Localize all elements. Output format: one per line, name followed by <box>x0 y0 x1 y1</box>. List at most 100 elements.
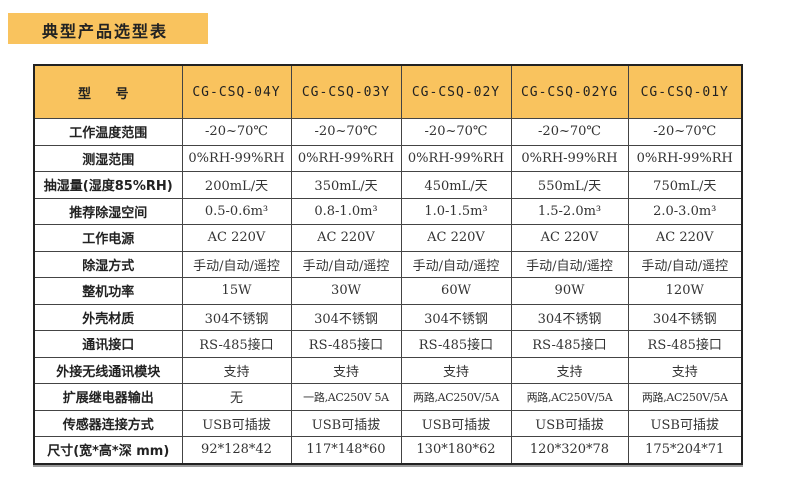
spec-cell: 手动/自动/遥控 <box>181 250 292 278</box>
spec-cell: -20~70℃ <box>510 118 629 146</box>
spec-cell: 两路,AC250V/5A <box>627 383 743 411</box>
spec-cell: 支持 <box>627 356 743 384</box>
spec-cell: -20~70℃ <box>181 118 292 146</box>
spec-cell: 手动/自动/遥控 <box>400 250 512 278</box>
spec-cell: 304不锈钢 <box>510 303 629 331</box>
spec-cell: AC 220V <box>181 224 292 252</box>
spec-cell: -20~70℃ <box>290 118 402 146</box>
spec-cell: 0.8-1.0m³ <box>290 197 402 225</box>
row-label: 传感器连接方式 <box>33 409 183 437</box>
model-name: CG-CSQ-02Y <box>400 64 512 119</box>
row-label: 测湿范围 <box>33 144 183 172</box>
spec-cell: 30W <box>290 277 402 305</box>
spec-cell: -20~70℃ <box>627 118 743 146</box>
table-row: 除湿方式 手动/自动/遥控 手动/自动/遥控 手动/自动/遥控 手动/自动/遥控 手动/自… <box>33 250 743 278</box>
spec-cell: -20~70℃ <box>400 118 512 146</box>
table-row: 通讯接口 RS-485接口 RS-485接口 RS-485接口 RS-485接口 RS-4… <box>33 330 743 358</box>
product-selection-table: 型 号 CG-CSQ-04Y CG-CSQ-03Y CG-CSQ-02Y CG-CSQ… <box>33 64 743 465</box>
spec-cell: AC 220V <box>510 224 629 252</box>
spec-cell: 304不锈钢 <box>181 303 292 331</box>
spec-cell: 0%RH-99%RH <box>510 144 629 172</box>
row-label: 工作电源 <box>33 224 183 252</box>
row-label: 外壳材质 <box>33 303 183 331</box>
spec-cell: 支持 <box>290 356 402 384</box>
spec-cell: 15W <box>181 277 292 305</box>
model-name: CG-CSQ-01Y <box>627 64 743 119</box>
spec-cell: 450mL/天 <box>400 171 512 199</box>
row-label: 通讯接口 <box>33 330 183 358</box>
spec-cell: AC 220V <box>400 224 512 252</box>
spec-cell: 1.0-1.5m³ <box>400 197 512 225</box>
spec-cell: 350mL/天 <box>290 171 402 199</box>
spec-cell: 1.5-2.0m³ <box>510 197 629 225</box>
spec-cell: RS-485接口 <box>290 330 402 358</box>
row-label: 外接无线通讯模块 <box>33 356 183 384</box>
row-label: 推荐除湿空间 <box>33 197 183 225</box>
row-label: 尺寸(宽*高*深 mm) <box>33 436 183 464</box>
spec-cell: 一路,AC250V 5A <box>290 383 402 411</box>
spec-cell: 60W <box>400 277 512 305</box>
spec-cell: USB可插拔 <box>400 409 512 437</box>
spec-cell: 304不锈钢 <box>290 303 402 331</box>
spec-cell: AC 220V <box>290 224 402 252</box>
spec-cell: RS-485接口 <box>400 330 512 358</box>
spec-cell: 550mL/天 <box>510 171 629 199</box>
table-row: 整机功率 15W 30W 60W 90W 120W <box>33 277 743 305</box>
spec-cell: AC 220V <box>627 224 743 252</box>
model-name: CG-CSQ-03Y <box>290 64 402 119</box>
spec-cell: 304不锈钢 <box>400 303 512 331</box>
row-label: 扩展继电器输出 <box>33 383 183 411</box>
spec-cell: 手动/自动/遥控 <box>510 250 629 278</box>
table-row: 外壳材质 304不锈钢 304不锈钢 304不锈钢 304不锈钢 304不锈钢 <box>33 303 743 331</box>
spec-cell: USB可插拔 <box>510 409 629 437</box>
spec-cell: 支持 <box>181 356 292 384</box>
model-header: 型 号 <box>33 64 183 119</box>
table-row: 推荐除湿空间 0.5-0.6m³ 0.8-1.0m³ 1.0-1.5m³ 1.5-2.0… <box>33 197 743 225</box>
spec-cell: 200mL/天 <box>181 171 292 199</box>
spec-cell: 130*180*62 <box>400 436 512 464</box>
spec-cell: 117*148*60 <box>290 436 402 464</box>
spec-cell: 304不锈钢 <box>627 303 743 331</box>
spec-cell: RS-485接口 <box>181 330 292 358</box>
spec-cell: 0%RH-99%RH <box>627 144 743 172</box>
table-row: 外接无线通讯模块 支持 支持 支持 支持 支持 <box>33 356 743 384</box>
model-name: CG-CSQ-04Y <box>181 64 292 119</box>
table-row: 尺寸(宽*高*深 mm) 92*128*42 117*148*60 130*180*6… <box>33 436 743 464</box>
spec-cell: 90W <box>510 277 629 305</box>
row-label: 工作温度范围 <box>33 118 183 146</box>
spec-cell: 0.5-0.6m³ <box>181 197 292 225</box>
header-row: 型 号 CG-CSQ-04Y CG-CSQ-03Y CG-CSQ-02Y CG-CSQ… <box>33 64 743 119</box>
table-row: 测湿范围 0%RH-99%RH 0%RH-99%RH 0%RH-99%RH 0%RH-9… <box>33 144 743 172</box>
model-name: CG-CSQ-02YG <box>510 64 629 119</box>
spec-cell: 无 <box>181 383 292 411</box>
spec-cell: 两路,AC250V/5A <box>510 383 629 411</box>
table-row: 传感器连接方式 USB可插拔 USB可插拔 USB可插拔 USB可插拔 USB可插拔 <box>33 409 743 437</box>
title-banner: 典型产品选型表 <box>8 13 208 44</box>
spec-cell: 92*128*42 <box>181 436 292 464</box>
spec-cell: 2.0-3.0m³ <box>627 197 743 225</box>
spec-cell: 0%RH-99%RH <box>181 144 292 172</box>
spec-cell: 0%RH-99%RH <box>400 144 512 172</box>
spec-cell: 手动/自动/遥控 <box>627 250 743 278</box>
row-label: 除湿方式 <box>33 250 183 278</box>
spec-cell: 支持 <box>400 356 512 384</box>
spec-cell: USB可插拔 <box>290 409 402 437</box>
table-row: 工作温度范围 -20~70℃ -20~70℃ -20~70℃ -20~70℃ -20~70… <box>33 118 743 146</box>
spec-cell: RS-485接口 <box>510 330 629 358</box>
table-row: 工作电源 AC 220V AC 220V AC 220V AC 220V AC 220V <box>33 224 743 252</box>
spec-cell: 0%RH-99%RH <box>290 144 402 172</box>
spec-cell: USB可插拔 <box>181 409 292 437</box>
spec-cell: 支持 <box>510 356 629 384</box>
spec-cell: 120W <box>627 277 743 305</box>
spec-cell: 120*320*78 <box>510 436 629 464</box>
page-title: 典型产品选型表 <box>42 22 169 41</box>
spec-cell: 750mL/天 <box>627 171 743 199</box>
spec-cell: USB可插拔 <box>627 409 743 437</box>
row-label: 整机功率 <box>33 277 183 305</box>
spec-cell: RS-485接口 <box>627 330 743 358</box>
spec-cell: 两路,AC250V/5A <box>400 383 512 411</box>
spec-cell: 175*204*71 <box>627 436 743 464</box>
spec-cell: 手动/自动/遥控 <box>290 250 402 278</box>
table-row: 扩展继电器输出无一路,AC250V 5A 两路,AC250V/5A 两路,AC250… <box>33 383 743 411</box>
row-label: 抽湿量(湿度85%RH) <box>33 171 183 199</box>
